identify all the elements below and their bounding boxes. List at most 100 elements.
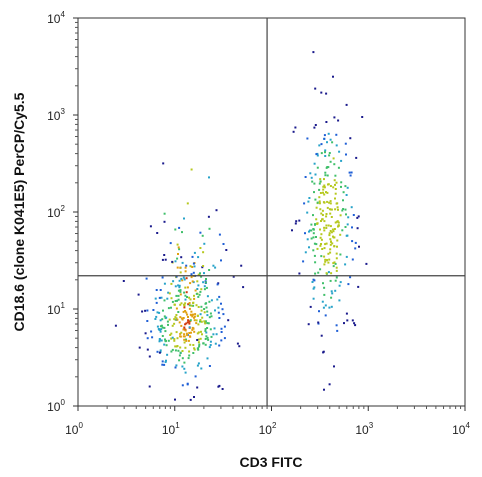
data-point (193, 348, 196, 351)
data-point (155, 289, 158, 291)
data-point (306, 211, 309, 214)
data-point (197, 284, 200, 287)
data-point (343, 322, 345, 325)
data-point (195, 304, 198, 307)
data-point (345, 194, 348, 196)
data-point (160, 339, 163, 342)
data-point (327, 132, 330, 135)
data-point (151, 336, 154, 339)
data-point (320, 238, 323, 241)
data-point (166, 320, 169, 323)
data-point (200, 275, 203, 278)
data-point (345, 103, 348, 106)
data-point (337, 221, 340, 224)
data-point (204, 302, 207, 305)
data-point (341, 209, 344, 212)
data-point (189, 313, 192, 316)
data-point (146, 309, 149, 312)
data-point (163, 220, 166, 223)
data-point (180, 317, 183, 320)
data-point (186, 382, 189, 385)
data-point (177, 284, 180, 287)
data-point (333, 365, 335, 368)
data-point (184, 286, 187, 289)
data-point (183, 306, 186, 309)
data-point (184, 346, 187, 349)
data-point (353, 322, 356, 325)
data-point (203, 288, 206, 291)
data-point (331, 242, 334, 245)
data-point (187, 357, 190, 360)
data-point (205, 286, 208, 289)
data-point (334, 183, 336, 186)
data-point (325, 242, 328, 245)
data-point (222, 243, 225, 245)
data-point (183, 361, 186, 364)
data-point (182, 317, 185, 319)
data-point (193, 294, 195, 297)
data-point (170, 350, 173, 353)
data-point (197, 323, 200, 326)
data-point (344, 226, 347, 228)
data-point (315, 236, 317, 238)
data-point (334, 192, 337, 195)
data-point (184, 266, 187, 269)
data-point (350, 206, 353, 209)
data-point (155, 301, 158, 304)
data-point (204, 280, 207, 283)
data-point (324, 258, 327, 261)
data-point (318, 200, 321, 203)
data-point (319, 178, 322, 181)
data-point (218, 344, 221, 347)
data-point (358, 245, 360, 248)
data-point (313, 242, 316, 245)
data-point (146, 348, 149, 351)
data-point (161, 335, 164, 337)
data-point (326, 174, 329, 177)
data-point (314, 124, 317, 126)
data-point (193, 297, 196, 300)
data-point (206, 327, 209, 329)
data-point (183, 367, 186, 370)
data-point (169, 242, 172, 245)
data-point (236, 342, 239, 345)
data-point (161, 360, 164, 363)
data-point (320, 243, 322, 245)
data-point (322, 282, 324, 285)
data-point (316, 247, 319, 250)
data-point (314, 87, 317, 90)
data-point (295, 220, 298, 223)
data-point (206, 310, 209, 313)
data-point (178, 321, 181, 324)
data-point (148, 385, 151, 388)
data-point (332, 230, 335, 233)
data-point (323, 178, 325, 181)
data-point (213, 327, 216, 330)
data-point (203, 308, 206, 310)
data-point (217, 311, 220, 314)
data-point (178, 226, 181, 229)
y-tick-label: 102 (47, 204, 65, 220)
data-point (334, 262, 337, 265)
data-point (161, 318, 164, 321)
data-point (203, 242, 206, 245)
data-point (332, 265, 335, 268)
data-point (312, 228, 315, 230)
data-point (212, 333, 215, 336)
data-point (184, 302, 187, 305)
data-point (204, 320, 207, 323)
data-point (206, 322, 209, 325)
data-point (325, 213, 328, 215)
data-point (183, 335, 186, 338)
data-point (203, 285, 206, 288)
data-point (197, 362, 200, 365)
data-point (319, 236, 322, 239)
data-point (159, 319, 162, 322)
data-point (167, 339, 170, 342)
data-point (158, 311, 161, 314)
data-point (313, 286, 316, 289)
data-point (204, 322, 207, 325)
data-point (181, 365, 184, 368)
data-point (326, 259, 328, 262)
data-point (178, 248, 181, 251)
